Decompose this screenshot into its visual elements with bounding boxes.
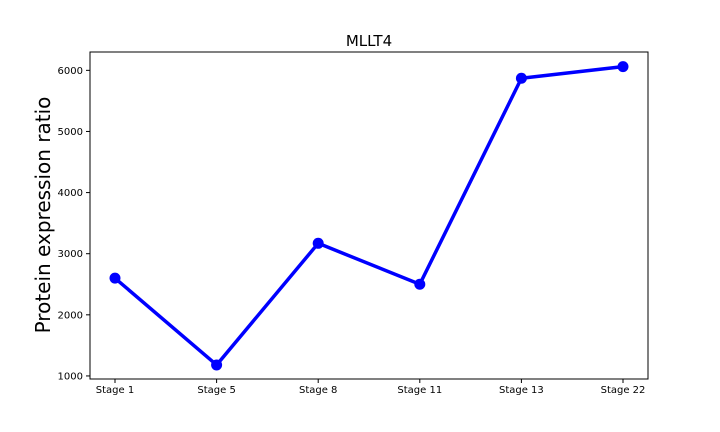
y-tick-label: 2000 bbox=[58, 310, 83, 321]
y-tick-label: 6000 bbox=[58, 66, 83, 77]
data-point bbox=[109, 272, 121, 284]
x-tick-label: Stage 13 bbox=[499, 385, 544, 396]
x-tick-label: Stage 1 bbox=[96, 385, 134, 396]
y-tick-label: 1000 bbox=[58, 371, 83, 382]
series-line bbox=[113, 64, 625, 367]
y-axis-label: Protein expression ratio bbox=[31, 97, 55, 334]
x-tick-label: Stage 8 bbox=[299, 385, 337, 396]
y-tick-label: 4000 bbox=[58, 188, 83, 199]
series-layer bbox=[109, 61, 629, 371]
x-tick-label: Stage 5 bbox=[197, 385, 235, 396]
y-axis-ticks: 1000 2000 3000 4000 5000 6000 bbox=[58, 66, 90, 382]
data-point bbox=[211, 359, 223, 371]
x-tick-label: Stage 11 bbox=[397, 385, 442, 396]
x-tick-label: Stage 22 bbox=[601, 385, 646, 396]
chart-title: MLLT4 bbox=[346, 32, 392, 50]
x-axis-ticks: Stage 1 Stage 5 Stage 8 Stage 11 Stage 13 Sta… bbox=[96, 379, 646, 396]
data-point bbox=[617, 61, 629, 73]
data-point bbox=[414, 278, 426, 290]
y-tick-label: 5000 bbox=[58, 127, 83, 138]
data-point bbox=[312, 237, 324, 249]
y-tick-label: 3000 bbox=[58, 249, 83, 260]
data-point bbox=[515, 72, 527, 84]
plot-frame bbox=[89, 51, 649, 380]
